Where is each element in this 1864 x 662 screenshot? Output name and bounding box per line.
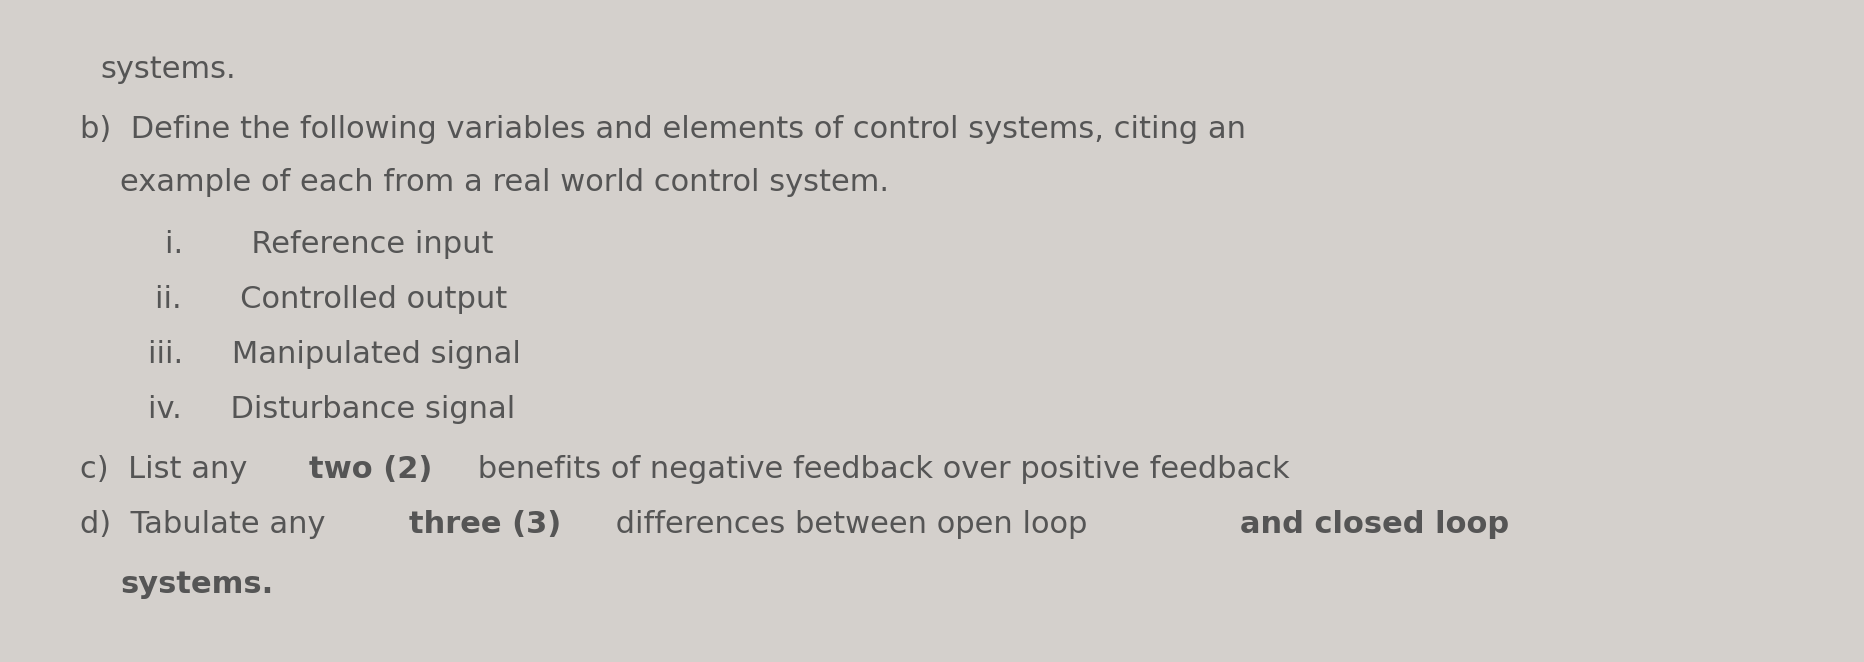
Text: benefits of negative feedback over positive feedback: benefits of negative feedback over posit…	[468, 455, 1288, 484]
Text: ii.      Controlled output: ii. Controlled output	[155, 285, 507, 314]
Text: iv.     Disturbance signal: iv. Disturbance signal	[147, 395, 514, 424]
Text: d)  Tabulate any: d) Tabulate any	[80, 510, 336, 539]
Text: differences between open loop: differences between open loop	[606, 510, 1096, 539]
Text: i.       Reference input: i. Reference input	[164, 230, 494, 259]
Text: b)  Define the following variables and elements of control systems, citing an: b) Define the following variables and el…	[80, 115, 1245, 144]
Text: iii.     Manipulated signal: iii. Manipulated signal	[147, 340, 520, 369]
Text: c)  List any: c) List any	[80, 455, 257, 484]
Text: two (2): two (2)	[308, 455, 432, 484]
Text: three (3): three (3)	[408, 510, 561, 539]
Text: and closed loop: and closed loop	[1240, 510, 1508, 539]
Text: systems.: systems.	[101, 55, 235, 84]
Text: systems.: systems.	[119, 570, 274, 599]
Text: example of each from a real world control system.: example of each from a real world contro…	[119, 168, 889, 197]
